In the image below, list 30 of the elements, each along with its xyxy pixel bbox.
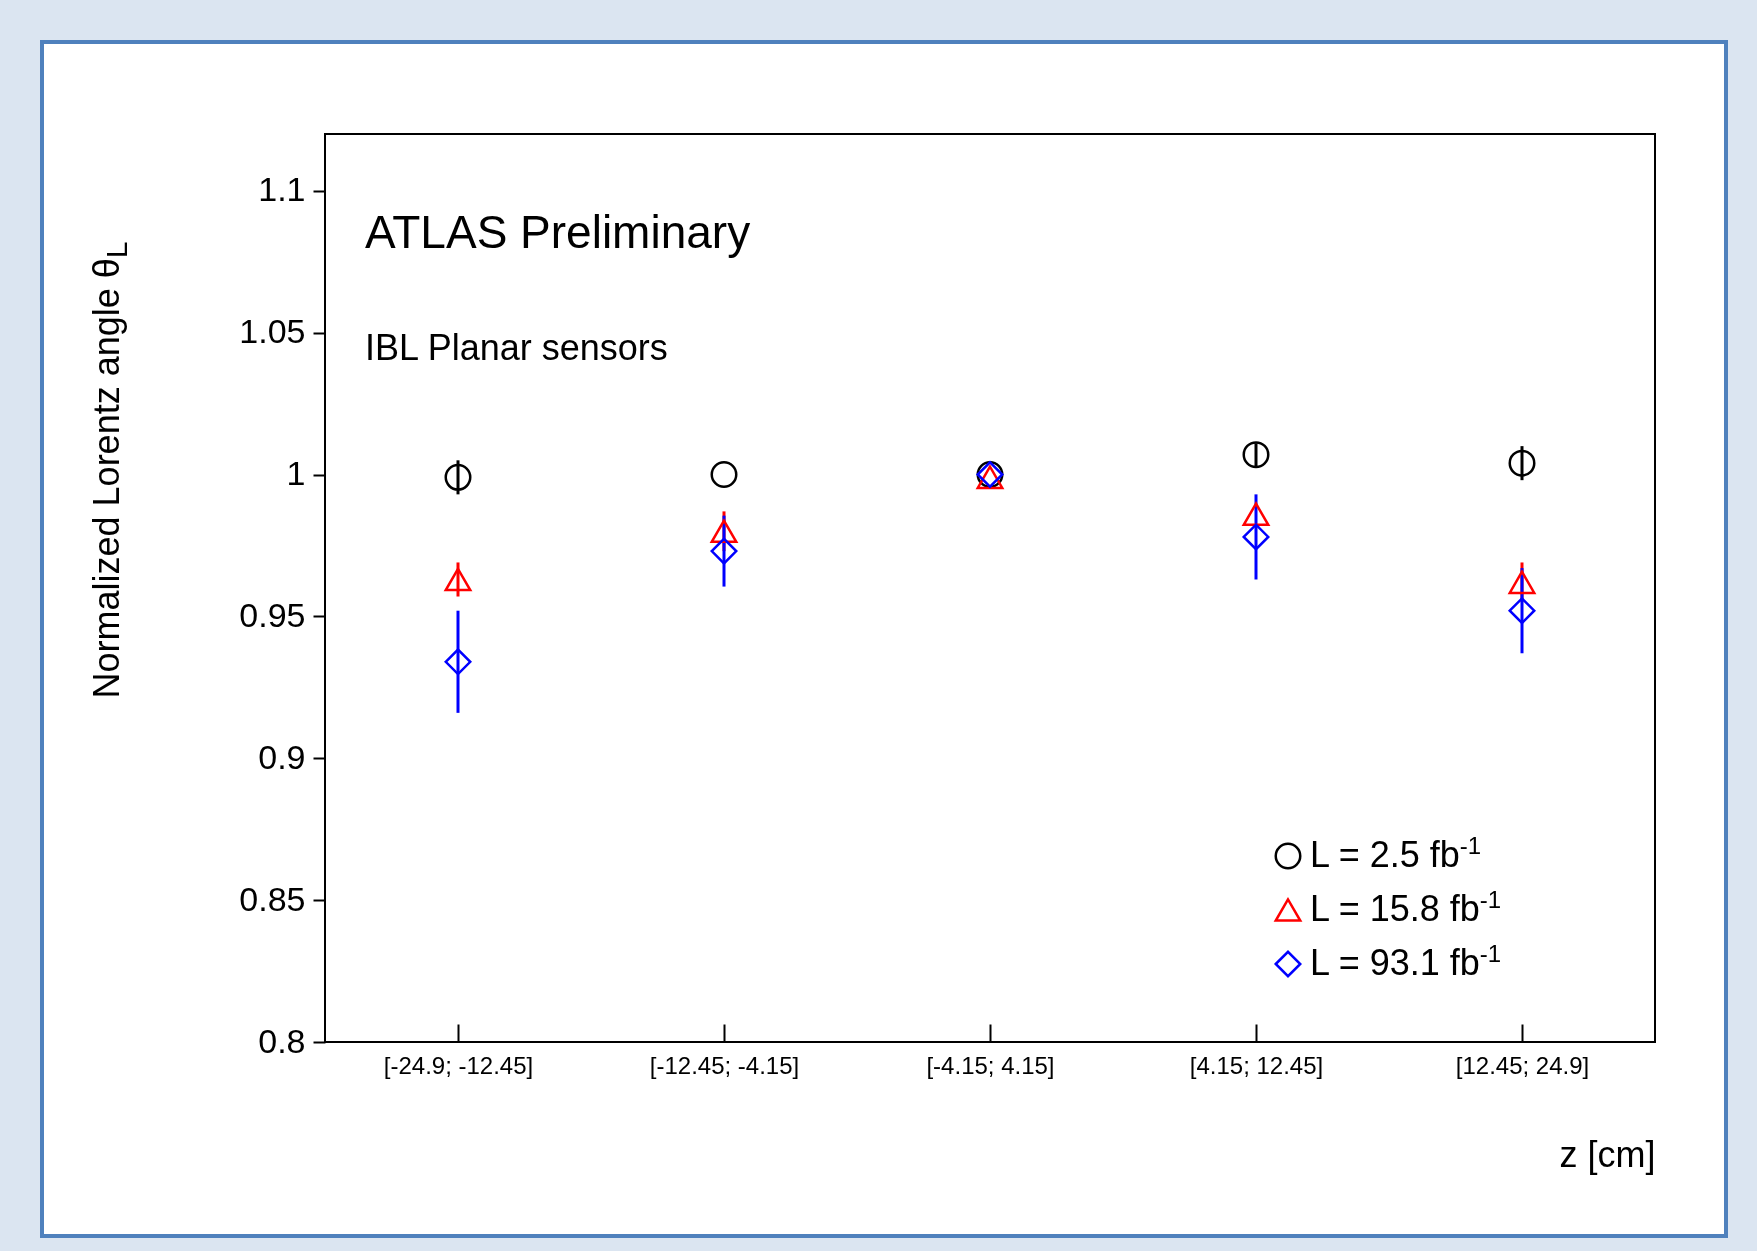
x-axis-title: z [cm] bbox=[1559, 1133, 1656, 1175]
point bbox=[710, 519, 738, 544]
x-tick-label: [4.15; 12.45] bbox=[1189, 1051, 1324, 1079]
y-tick-label: 1.05 bbox=[239, 312, 306, 351]
point bbox=[1242, 523, 1270, 551]
point bbox=[1242, 502, 1270, 527]
y-tick-label: 1.1 bbox=[258, 170, 306, 209]
y-tick-label: 0.95 bbox=[239, 595, 306, 634]
annotation: IBL Planar sensors bbox=[365, 327, 668, 368]
y-tick-label: 1 bbox=[286, 454, 306, 492]
point bbox=[444, 463, 472, 491]
point bbox=[1508, 570, 1536, 595]
x-tick-label: [-12.45; -4.15] bbox=[649, 1051, 800, 1079]
point bbox=[1242, 441, 1270, 469]
y-tick-label: 0.9 bbox=[258, 737, 306, 776]
annotation: ATLAS Preliminary bbox=[365, 206, 751, 258]
legend-label: L = 93.1 fb$^{-1}$ bbox=[1310, 939, 1502, 983]
point bbox=[710, 537, 738, 565]
y-tick-label: 0.8 bbox=[258, 1021, 306, 1060]
legend-label: L = 2.5 fb$^{-1}$ bbox=[1310, 831, 1482, 875]
point bbox=[1508, 597, 1536, 625]
point bbox=[1508, 449, 1536, 477]
point bbox=[710, 461, 738, 488]
point bbox=[444, 648, 472, 676]
x-tick-label: [-4.15; 4.15] bbox=[926, 1051, 1055, 1079]
x-tick-label: [12.45; 24.9] bbox=[1455, 1051, 1590, 1079]
point bbox=[444, 567, 472, 592]
legend-label: L = 15.8 fb$^{-1}$ bbox=[1310, 885, 1502, 929]
y-tick-label: 0.85 bbox=[239, 879, 306, 918]
x-tick-label: [-24.9; -12.45] bbox=[383, 1051, 534, 1079]
